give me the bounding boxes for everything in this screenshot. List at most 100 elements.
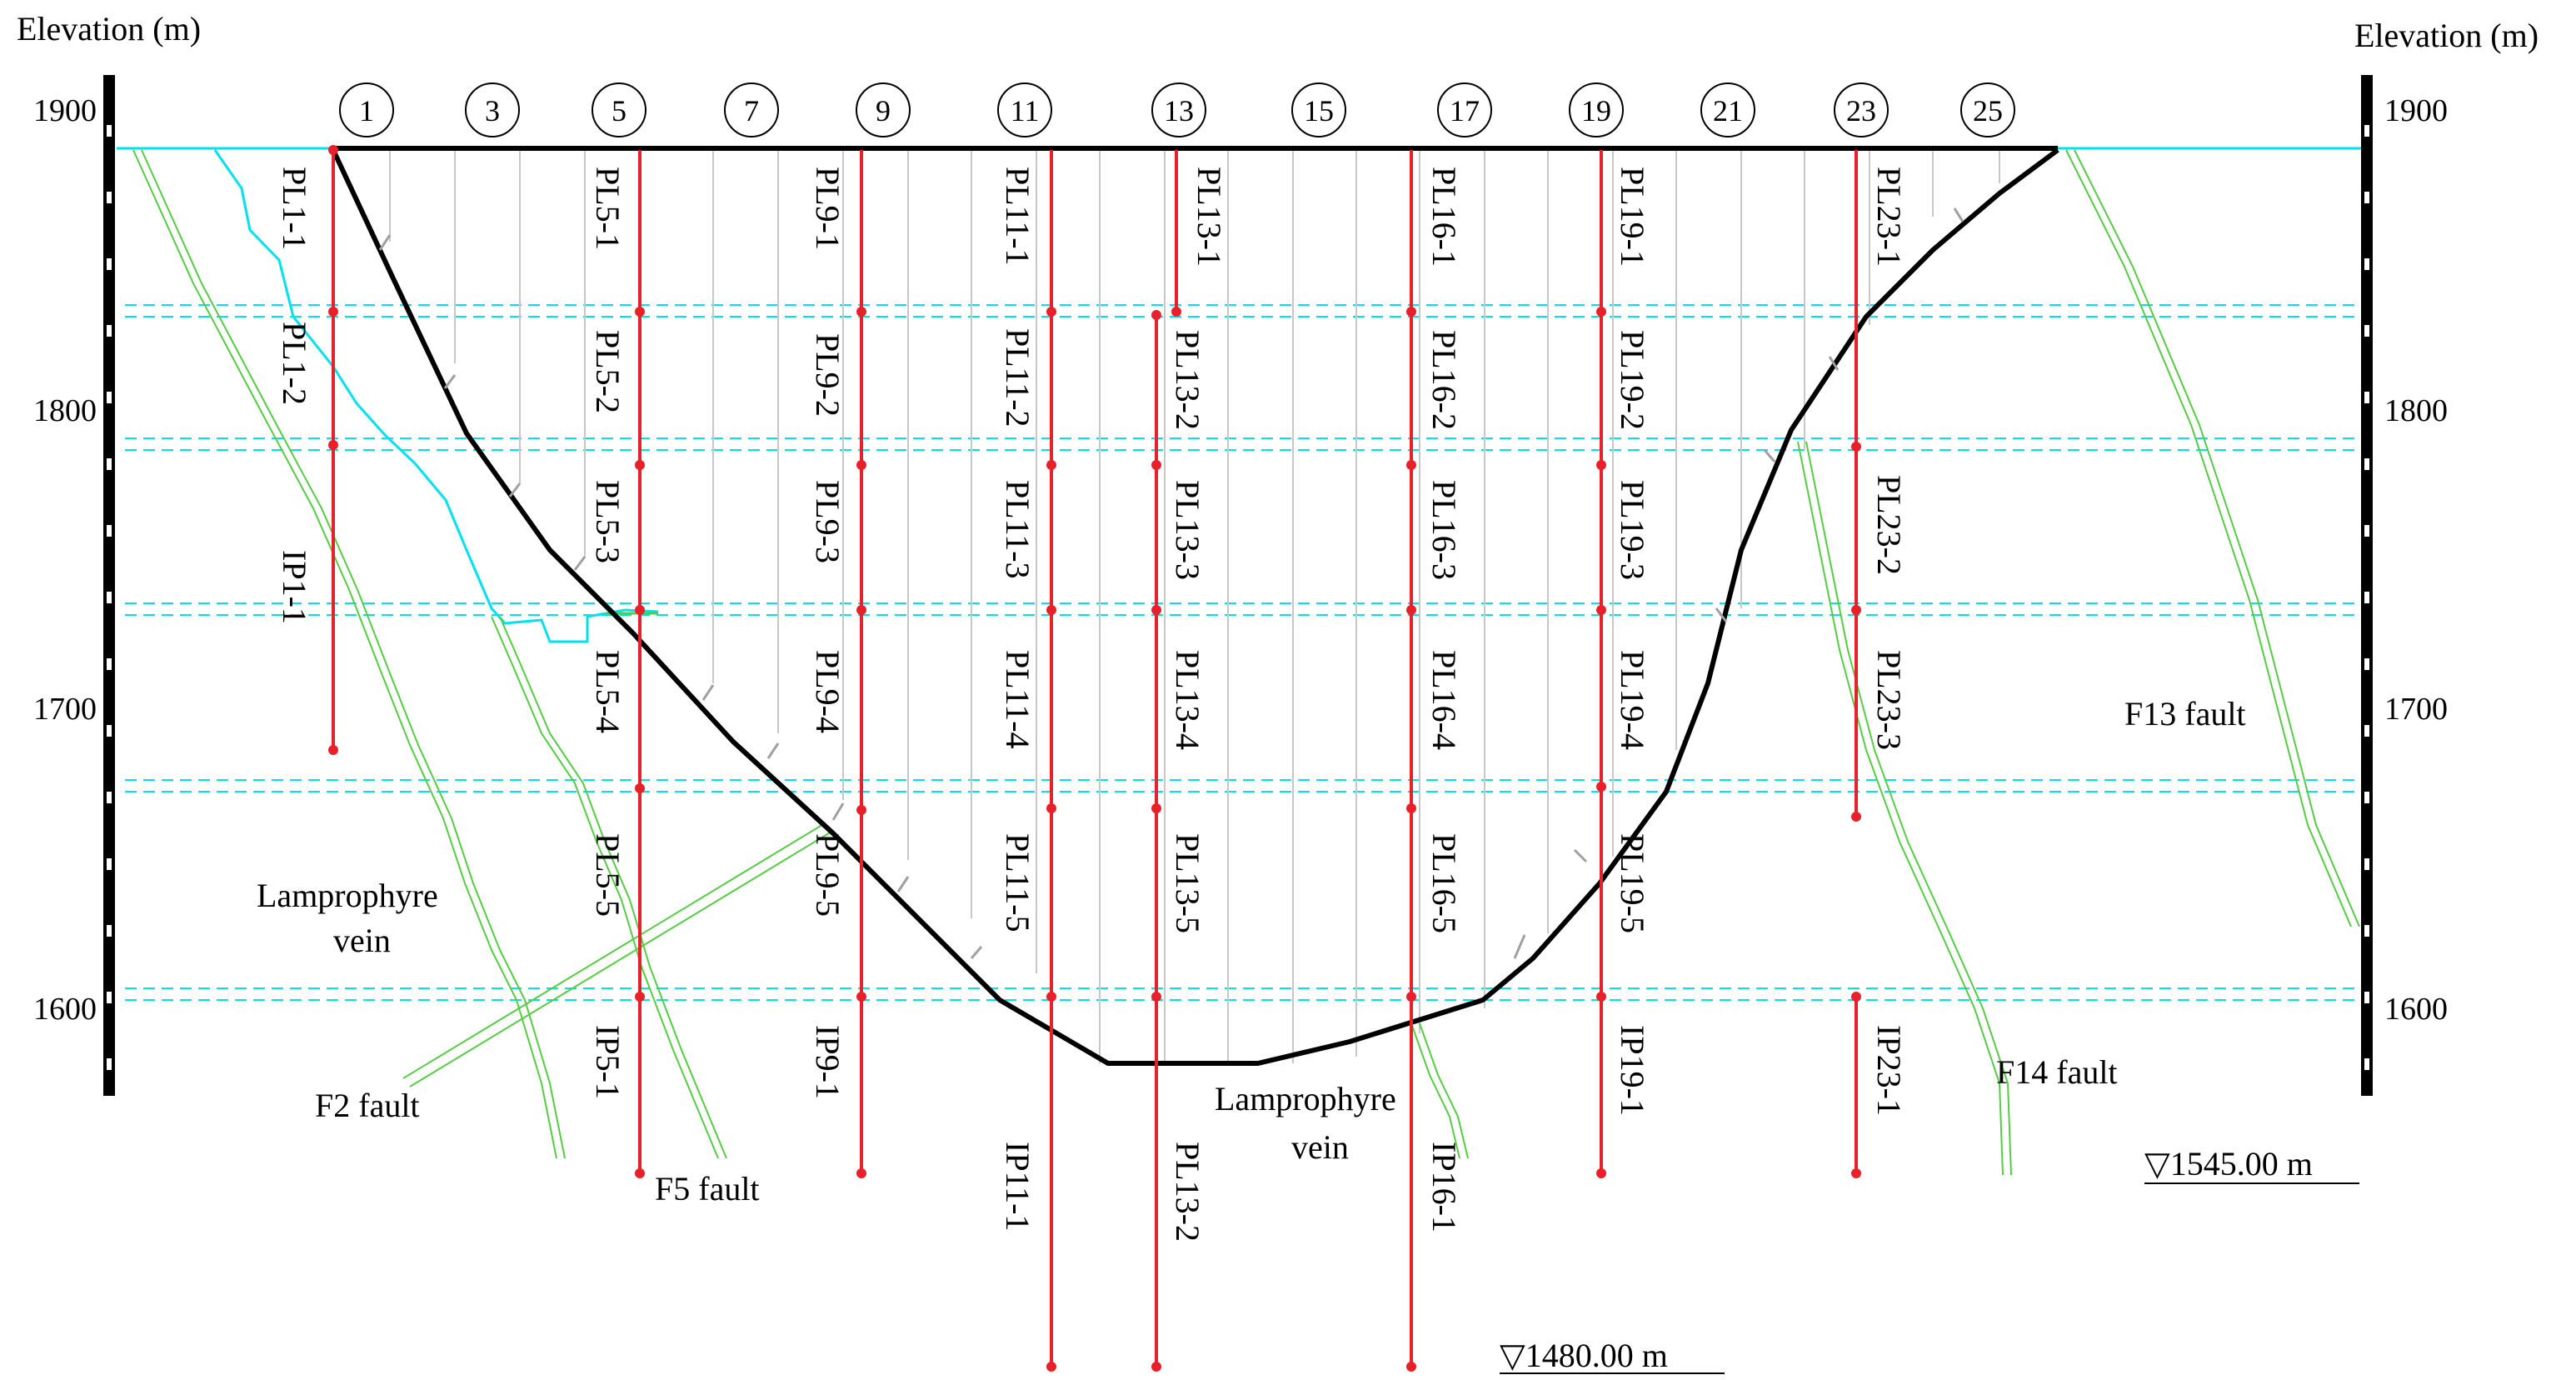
elevation-1545-label: ▽1545.00 m: [2144, 1145, 2313, 1182]
tick-label-1600-right: 1600: [2384, 992, 2448, 1027]
label-PL5-3: PL5-3: [589, 480, 627, 563]
lamprophyre-vein-right-line: [1410, 1022, 1469, 1159]
sensor-nodes: [328, 145, 1861, 1372]
label-PL19-1: PL19-1: [1614, 167, 1651, 267]
label-PL11-4: PL11-4: [999, 650, 1036, 749]
label-IP16-1: IP16-1: [1425, 1142, 1463, 1232]
section-marker-21: 21: [1700, 82, 1755, 138]
label-PL23-2: PL23-2: [1870, 475, 1908, 575]
label-PL13-4: PL13-4: [1169, 650, 1206, 750]
svg-text:7: 7: [744, 94, 759, 128]
tick-label-1700-right: 1700: [2384, 692, 2448, 727]
f5-fault-line: [491, 616, 727, 1159]
section-grid: [389, 148, 2000, 1063]
lamprophyre-right-line2: vein: [1291, 1128, 1349, 1166]
f2-fault-line: [402, 822, 832, 1088]
svg-text:17: 17: [1450, 94, 1480, 128]
svg-text:5: 5: [612, 94, 627, 128]
elevation-1480-label: ▽1480.00 m: [1500, 1337, 1668, 1374]
label-PL23-3: PL23-3: [1870, 650, 1908, 750]
label-IP5-1: IP5-1: [589, 1025, 627, 1099]
label-PL5-2: PL5-2: [589, 330, 627, 413]
label-PL13-3: PL13-3: [1169, 480, 1206, 580]
label-PL16-3: PL16-3: [1425, 480, 1463, 580]
right-axis-title: Elevation (m): [2354, 17, 2539, 54]
left-axis-title: Elevation (m): [17, 10, 201, 48]
label-IP19-1: IP19-1: [1614, 1025, 1651, 1116]
label-PL19-3: PL19-3: [1614, 480, 1651, 580]
label-IP23-1: IP23-1: [1870, 1025, 1908, 1116]
section-markers: 1 3 5 7 9 11 13 15 17 19 21 23 25: [339, 82, 2015, 138]
label-PL9-5: PL9-5: [809, 833, 846, 917]
section-marker-1: 1: [339, 82, 394, 138]
label-PL5-4: PL5-4: [589, 650, 627, 733]
section-marker-23: 23: [1834, 82, 1889, 138]
label-PL5-5: PL5-5: [589, 833, 627, 917]
f14-fault-line: [1797, 441, 2012, 1176]
sensor-lines: [332, 150, 1858, 1367]
section-marker-5: 5: [592, 82, 646, 138]
label-PL16-2: PL16-2: [1425, 330, 1463, 430]
left-elevation-scale: [103, 75, 115, 1096]
annotations: Lamprophyre vein F2 fault F5 fault Lampr…: [257, 695, 2359, 1374]
label-PL19-5: PL19-5: [1614, 833, 1651, 933]
label-PL11-3: PL11-3: [999, 480, 1036, 579]
label-PL13-5: PL13-5: [1169, 833, 1206, 933]
label-PL1-2: PL1-2: [276, 322, 313, 405]
svg-text:11: 11: [1011, 94, 1040, 128]
label-IP9-1: IP9-1: [809, 1025, 846, 1099]
svg-text:9: 9: [876, 94, 891, 128]
f2-fault-label: F2 fault: [315, 1087, 420, 1124]
lamprophyre-vein-left-line: [132, 149, 566, 1159]
section-marker-15: 15: [1291, 82, 1346, 138]
label-PL5-1: PL5-1: [589, 167, 627, 250]
section-marker-25: 25: [1960, 82, 2015, 138]
section-marker-17: 17: [1437, 82, 1492, 138]
sensor-labels: PL1-1 PL1-2 IP1-1 PL5-1 PL5-2 PL5-3 PL5-…: [276, 167, 1908, 1242]
right-scale-dashes: [2364, 125, 2369, 1070]
svg-text:15: 15: [1304, 94, 1334, 128]
profile-ticks: [378, 208, 1964, 959]
f5-fault-label: F5 fault: [655, 1170, 760, 1208]
left-scale-dashes: [107, 125, 112, 1070]
label-PL16-1: PL16-1: [1425, 167, 1463, 267]
tick-label-1800-left: 1800: [33, 393, 97, 428]
section-marker-9: 9: [856, 82, 911, 138]
tick-label-1900-left: 1900: [33, 93, 97, 128]
section-marker-3: 3: [465, 82, 520, 138]
label-PL9-4: PL9-4: [809, 650, 846, 733]
tick-label-1600-left: 1600: [33, 992, 97, 1027]
section-marker-19: 19: [1569, 82, 1624, 138]
svg-text:1: 1: [359, 94, 374, 128]
label-PL1-1: PL1-1: [276, 167, 313, 250]
lamprophyre-left-line2: vein: [333, 922, 391, 959]
label-PL16-5: PL16-5: [1425, 833, 1463, 933]
svg-text:19: 19: [1581, 94, 1611, 128]
section-marker-11: 11: [997, 82, 1052, 138]
svg-text:25: 25: [1973, 94, 2003, 128]
galleries: [125, 304, 2358, 1001]
lamprophyre-right-line1: Lamprophyre: [1215, 1080, 1396, 1118]
svg-text:21: 21: [1713, 94, 1743, 128]
label-PL9-3: PL9-3: [809, 480, 846, 563]
label-PL19-2: PL19-2: [1614, 330, 1651, 430]
label-PL13-2-lower: PL13-2: [1169, 1142, 1206, 1242]
label-IP1-1: IP1-1: [276, 550, 313, 624]
label-PL23-1: PL23-1: [1870, 167, 1908, 267]
label-PL9-2: PL9-2: [809, 333, 846, 417]
section-marker-7: 7: [724, 82, 779, 138]
label-PL11-5: PL11-5: [999, 833, 1036, 932]
right-elevation-scale: [2361, 75, 2373, 1096]
tick-label-1900-right: 1900: [2384, 93, 2448, 128]
lamprophyre-left-line1: Lamprophyre: [257, 877, 438, 914]
section-marker-13: 13: [1151, 82, 1206, 138]
svg-text:3: 3: [485, 94, 500, 128]
f14-fault-label: F14 fault: [1996, 1053, 2118, 1091]
dam-foundation-profile: [331, 148, 2059, 1066]
label-PL9-1: PL9-1: [809, 167, 846, 250]
water-surface: [117, 147, 2361, 643]
svg-text:13: 13: [1164, 94, 1194, 128]
faults: [132, 149, 2360, 1176]
label-PL11-2: PL11-2: [999, 328, 1036, 428]
